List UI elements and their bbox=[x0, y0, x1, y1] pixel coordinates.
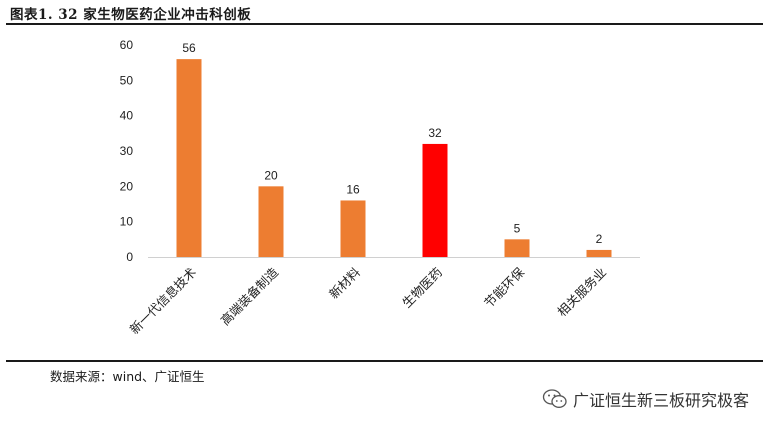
y-tick-label: 60 bbox=[120, 38, 134, 52]
y-tick-label: 0 bbox=[126, 250, 133, 264]
data-label: 20 bbox=[264, 168, 278, 182]
y-tick-label: 50 bbox=[120, 73, 134, 87]
data-label: 16 bbox=[346, 182, 360, 196]
watermark: 广证恒生新三板研究极客 bbox=[542, 387, 749, 411]
y-tick-label: 40 bbox=[120, 109, 134, 123]
x-tick-label: 高端装备制造 bbox=[217, 264, 281, 328]
source-note: 数据来源：wind、广证恒生 bbox=[50, 369, 205, 384]
wechat-icon bbox=[542, 389, 567, 408]
bar bbox=[504, 239, 530, 257]
watermark-text: 广证恒生新三板研究极客 bbox=[572, 391, 749, 410]
bar bbox=[340, 200, 366, 257]
y-tick-label: 30 bbox=[120, 144, 134, 158]
data-label: 2 bbox=[596, 232, 603, 246]
y-tick-label: 20 bbox=[120, 179, 134, 193]
bar bbox=[422, 143, 448, 257]
x-tick-label: 生物医药 bbox=[399, 265, 445, 311]
x-tick-label: 节能环保 bbox=[481, 264, 527, 310]
data-label: 5 bbox=[514, 221, 521, 235]
figure-title: 图表1. 32 家生物医药企业冲击科创板 bbox=[10, 7, 252, 23]
y-tick-label: 10 bbox=[120, 215, 134, 229]
data-label: 56 bbox=[182, 41, 196, 55]
x-tick-label: 新材料 bbox=[326, 264, 363, 301]
data-label: 32 bbox=[428, 126, 442, 140]
bar-chart: 0 10 20 30 40 50 60 56 新一代信息技术 20 高端装备制造 16 新材料 32 生物医… bbox=[120, 38, 640, 337]
bar bbox=[586, 249, 612, 257]
top-rule bbox=[6, 23, 763, 25]
bottom-rule bbox=[6, 360, 763, 362]
bar bbox=[258, 186, 284, 257]
bar bbox=[176, 59, 202, 258]
x-tick-label: 相关服务业 bbox=[554, 265, 609, 320]
x-tick-label: 新一代信息技术 bbox=[127, 264, 200, 337]
